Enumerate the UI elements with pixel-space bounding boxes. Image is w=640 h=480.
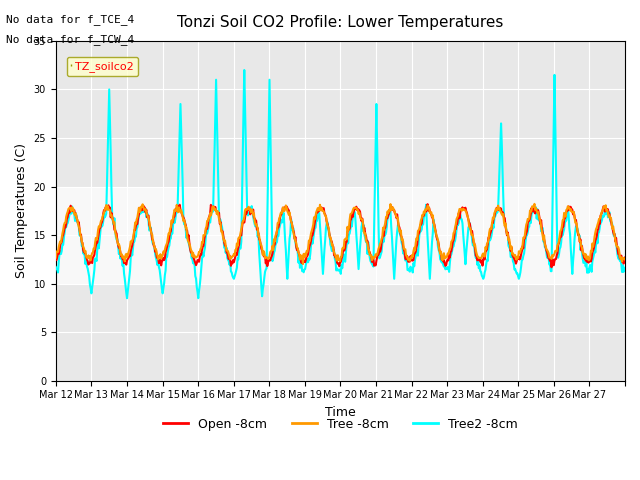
Text: No data for f_TCE_4: No data for f_TCE_4 [6,14,134,25]
Tree2 -8cm [241,67,248,73]
Legend: Open -8cm, Tree -8cm, Tree2 -8cm: Open -8cm, Tree -8cm, Tree2 -8cm [157,413,524,436]
Tree2 -8cm [123,295,131,301]
Tree2 -8cm [52,264,60,270]
Open -8cm [548,264,556,270]
Tree -8cm [223,248,231,253]
Line: Tree -8cm: Tree -8cm [56,204,625,264]
Y-axis label: Soil Temperatures (C): Soil Temperatures (C) [15,144,28,278]
X-axis label: Time: Time [325,406,356,419]
Tree -8cm [621,257,629,263]
Open -8cm [119,256,127,262]
Open -8cm [252,217,259,223]
Tree -8cm [119,255,127,261]
Tree2 -8cm [253,224,260,230]
Tree -8cm [400,246,408,252]
Bar [56,187,625,284]
Tree2 -8cm [224,257,232,263]
Open -8cm [424,201,431,207]
Open -8cm [223,250,231,256]
Tree -8cm [299,261,307,267]
Tree -8cm [531,201,538,207]
Tree -8cm [52,255,60,261]
Open -8cm [432,229,440,235]
Tree2 -8cm [621,265,629,271]
Tree2 -8cm [401,252,408,258]
Open -8cm [621,255,629,261]
Tree -8cm [432,229,440,235]
Open -8cm [52,257,60,263]
Tree -8cm [273,228,281,234]
Tree2 -8cm [119,263,127,269]
Text: No data for f_TCW_4: No data for f_TCW_4 [6,34,134,45]
Tree2 -8cm [433,234,440,240]
Line: Open -8cm: Open -8cm [56,204,625,267]
Title: Tonzi Soil CO2 Profile: Lower Temperatures: Tonzi Soil CO2 Profile: Lower Temperatur… [177,15,504,30]
Open -8cm [399,243,407,249]
Tree -8cm [252,222,259,228]
Line: Tree2 -8cm: Tree2 -8cm [56,70,625,298]
Tree2 -8cm [275,233,282,239]
Open -8cm [273,228,281,234]
